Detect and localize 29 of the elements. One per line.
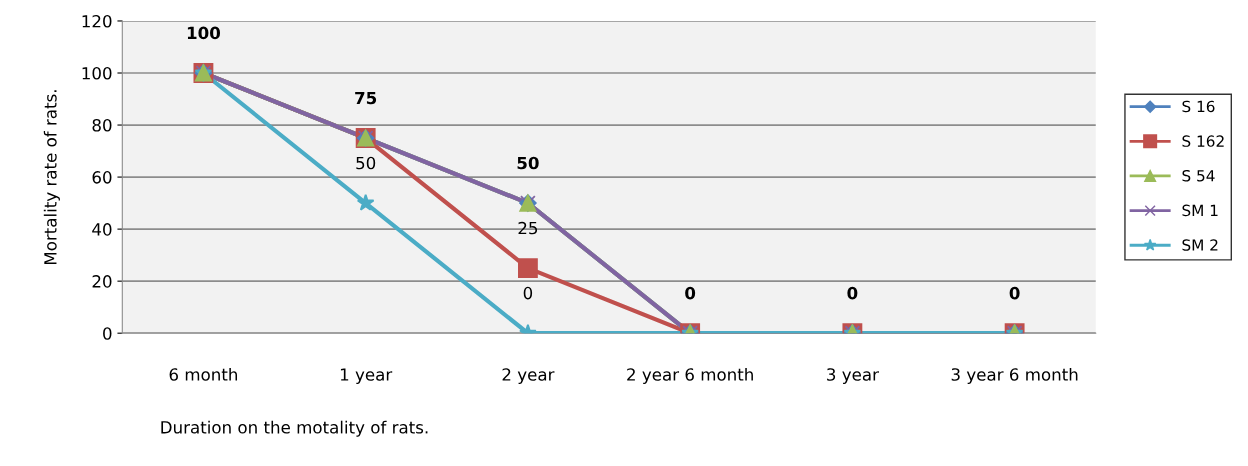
x-tick-label: 1 year [340,368,393,385]
y-tick-label: 100 [82,66,112,80]
legend-label: S 162 [1182,135,1224,147]
x-tick-label: 2 year [502,368,555,385]
data-label: 0 [847,286,858,300]
data-label: 0 [523,286,533,300]
legend-label: SM 1 [1182,204,1218,217]
x-tick-label: 3 year [827,368,879,385]
y-tick-label: 80 [92,119,112,132]
legend-label: S 54 [1182,169,1215,182]
y-tick-label: 20 [92,275,112,288]
data-label: 25 [518,221,538,235]
x-axis-title: Duration on the motality of rats. [161,420,428,437]
data-label: 0 [1009,286,1020,300]
legend-label: S 16 [1182,100,1215,113]
data-label: 100 [187,26,221,40]
y-axis-title: Mortality rate of rats. [43,90,60,265]
x-tick-label: 2 year 6 month [627,367,753,385]
data-label: 75 [355,91,377,105]
data-label: 50 [356,156,376,170]
data-label: 0 [685,286,696,300]
data-label: 50 [517,156,539,170]
y-tick-label: 0 [103,327,112,340]
legend-label: SM 2 [1182,239,1218,251]
y-tick-label: 120 [82,14,112,28]
y-tick-label: 40 [92,223,112,236]
x-tick-label: 6 month [169,367,238,381]
y-tick-label: 60 [92,171,112,184]
x-tick-label: 3 year 6 month [951,367,1078,385]
